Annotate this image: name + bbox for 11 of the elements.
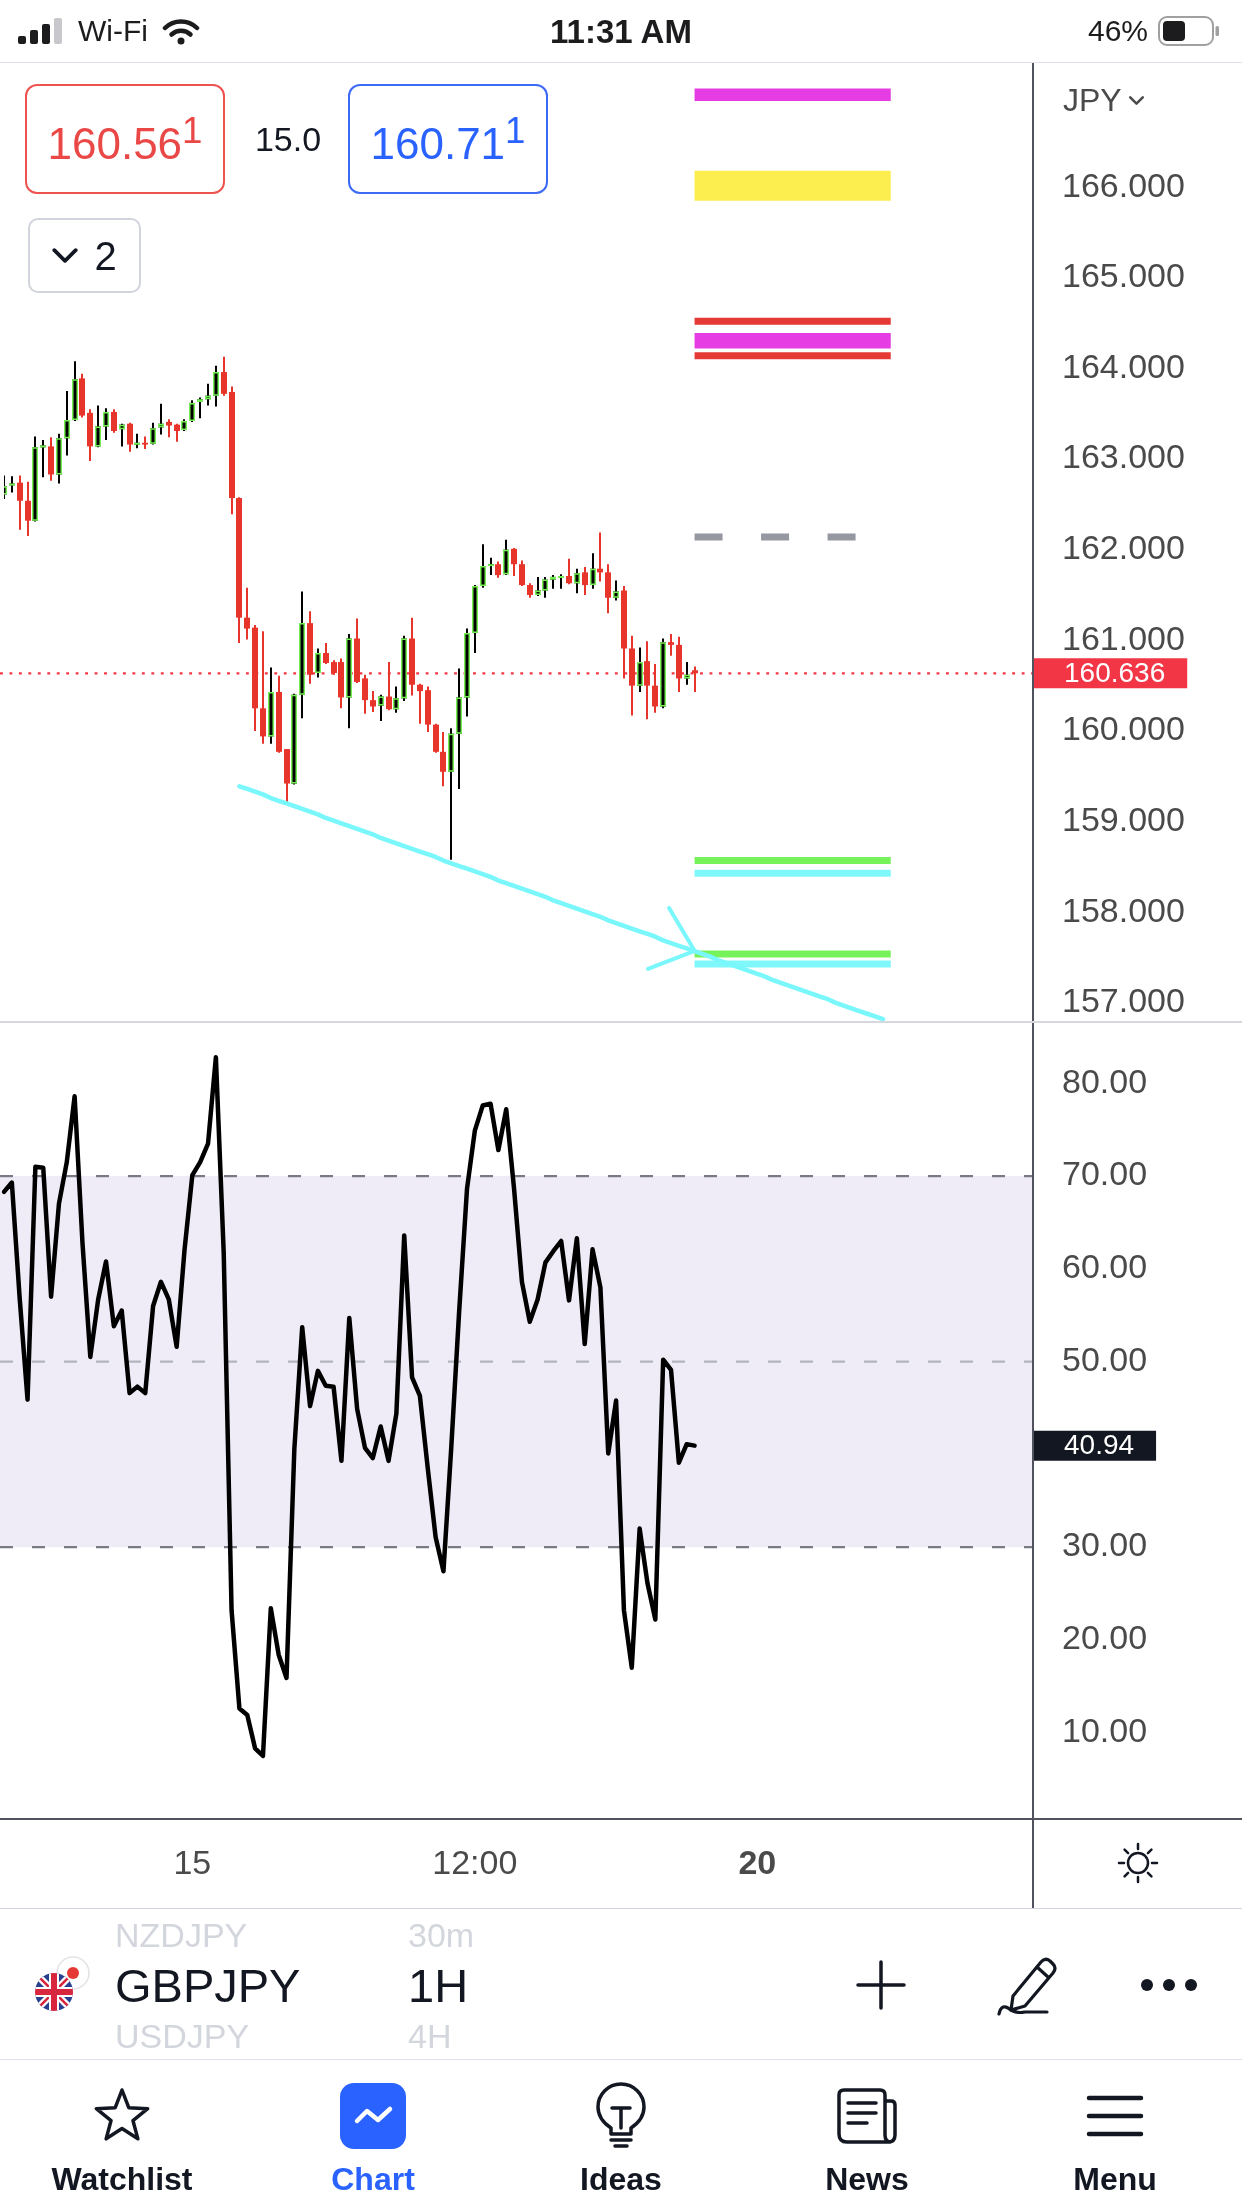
candlestick bbox=[17, 474, 23, 531]
candlestick bbox=[9, 475, 15, 494]
text: News bbox=[825, 2161, 909, 2197]
text: Ideas bbox=[580, 2161, 662, 2197]
text: GBPJPY bbox=[115, 1959, 301, 2012]
text: 1H bbox=[408, 1959, 469, 2012]
candlestick bbox=[40, 439, 46, 479]
text: Chart bbox=[331, 2161, 415, 2197]
candlestick bbox=[25, 480, 31, 538]
text: Watchlist bbox=[51, 2161, 193, 2197]
text: Menu bbox=[1073, 2161, 1157, 2197]
